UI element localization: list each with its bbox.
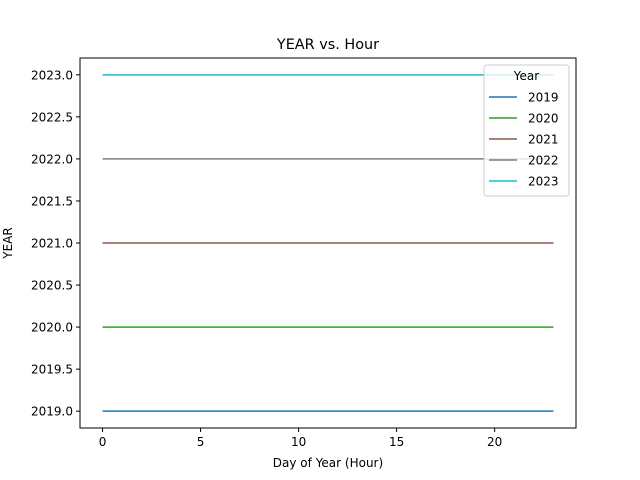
y-axis-label: YEAR (1, 227, 15, 259)
y-tick-label: 2022.5 (31, 110, 73, 124)
legend-label-2019: 2019 (528, 91, 559, 105)
legend-label-2022: 2022 (528, 154, 559, 168)
y-tick-label: 2022.0 (31, 152, 73, 166)
y-tick-label: 2023.0 (31, 68, 73, 82)
x-axis-label: Day of Year (Hour) (273, 456, 383, 470)
legend-label-2023: 2023 (528, 175, 559, 189)
y-tick-label: 2019.0 (31, 405, 73, 419)
x-tick-label: 20 (487, 435, 502, 449)
legend: Year 2019 2020 2021 2022 2023 (483, 64, 570, 197)
legend-label-2020: 2020 (528, 112, 559, 126)
y-tick-label: 2020.5 (31, 279, 73, 293)
y-tick-label: 2020.0 (31, 321, 73, 335)
x-tick-label: 10 (291, 435, 306, 449)
chart-title: YEAR vs. Hour (276, 37, 379, 53)
y-tick-label: 2019.5 (31, 363, 73, 377)
y-tick-label: 2021.0 (31, 237, 73, 251)
x-tick-label: 5 (197, 435, 205, 449)
x-tick-label: 0 (99, 435, 107, 449)
x-tick-label: 15 (389, 435, 404, 449)
y-tick-label: 2021.5 (31, 194, 73, 208)
legend-label-2021: 2021 (528, 133, 559, 147)
plot-frame (79, 57, 577, 429)
legend-title: Year (513, 69, 539, 83)
